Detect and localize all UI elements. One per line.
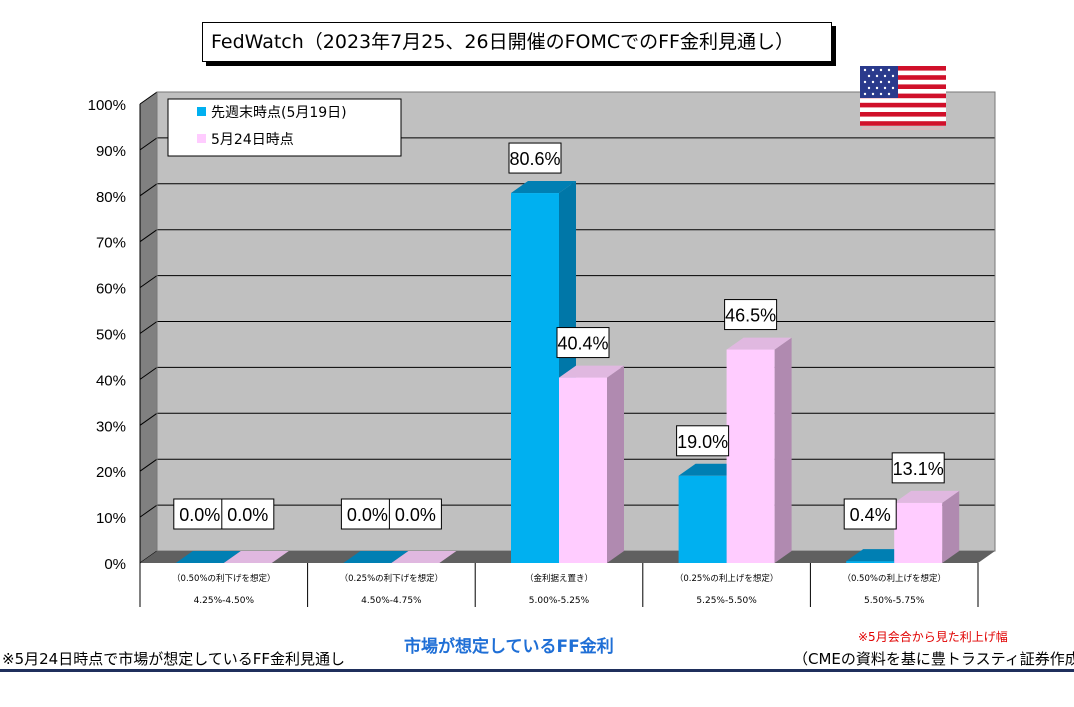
y-tick-label: 0% [104, 556, 126, 573]
bar [894, 502, 943, 563]
bar-side [607, 365, 624, 563]
legend-swatch [197, 134, 206, 143]
y-tick-label: 50% [96, 327, 126, 344]
category-description: （0.25%の利上げを想定） [675, 573, 779, 584]
category-description: （0.50%の利下げを想定） [172, 573, 276, 584]
legend-swatch [197, 107, 206, 116]
data-label: 13.1% [893, 459, 944, 479]
legend-label: 5月24日時点 [211, 132, 294, 148]
gridline-side [139, 229, 158, 243]
note-source: （CMEの資料を基に豊トラスティ証券作成） [793, 650, 1074, 668]
chart-title: FedWatch（2023年7月25、26日開催のFOMCでのFF金利見通し） [211, 31, 794, 53]
y-tick-label: 90% [96, 143, 126, 160]
bar-top [343, 551, 409, 563]
data-label-box [173, 498, 227, 530]
bar-top [223, 551, 289, 563]
us-flag-icon [860, 66, 946, 130]
bottom-divider [0, 669, 1074, 672]
bar [846, 561, 895, 563]
bar [678, 475, 727, 563]
chart-title-box: FedWatch（2023年7月25、26日開催のFOMCでのFF金利見通し） [202, 22, 832, 62]
bar-top [726, 337, 792, 350]
bar-top [175, 551, 241, 563]
data-label-box [508, 142, 562, 174]
gridline-side [139, 275, 158, 289]
data-label: 0.0% [347, 505, 388, 525]
data-label: 46.5% [725, 306, 776, 326]
bar [559, 377, 607, 563]
data-label-box [556, 327, 610, 359]
category-range: 5.25%-5.50% [696, 596, 757, 606]
legend-label: 先週末時点(5月19日) [211, 105, 347, 121]
category-description: （金利据え置き） [525, 573, 593, 584]
category-description: （0.50%の利上げを想定） [842, 573, 946, 584]
category-description: （0.25%の利下げを想定） [340, 573, 444, 584]
data-label-box [388, 498, 442, 530]
bar-side [942, 490, 960, 563]
data-label-box [221, 498, 275, 530]
x-axis-title: 市場が想定しているFF金利 [404, 637, 614, 657]
gridline-side [139, 321, 158, 334]
gridline-side [139, 458, 158, 472]
gridline-side [139, 504, 158, 518]
gridline-side [139, 183, 158, 197]
y-tick-label: 60% [96, 281, 126, 298]
data-label: 80.6% [509, 149, 560, 169]
bar-top [559, 365, 624, 378]
gridline-side [139, 91, 158, 105]
data-label: 0.0% [179, 505, 220, 525]
y-tick-label: 100% [88, 97, 126, 114]
category-range: 5.00%-5.25% [529, 596, 590, 606]
legend-box [167, 98, 402, 157]
data-label: 0.0% [395, 505, 436, 525]
gridline-side [139, 137, 158, 151]
gridline-side [139, 412, 158, 426]
y-tick-label: 80% [96, 189, 126, 206]
data-label: 40.4% [557, 334, 608, 354]
category-range: 4.25%-4.50% [194, 596, 255, 606]
bar-top [894, 490, 960, 503]
data-label-box [891, 452, 945, 484]
category-range: 4.50%-4.75% [361, 596, 422, 606]
bar-top [511, 181, 576, 194]
data-label: 19.0% [677, 432, 728, 452]
bar [511, 193, 559, 563]
gridline-side [139, 366, 158, 380]
note-red: ※5月会合から見た利上げ幅 [858, 630, 1008, 644]
data-label-box [724, 299, 778, 331]
y-tick-label: 40% [96, 372, 126, 389]
y-tick-label: 30% [96, 418, 126, 435]
y-tick-label: 10% [96, 510, 126, 527]
data-label-box [843, 498, 897, 530]
bar-side [774, 337, 792, 563]
y-tick-label: 70% [96, 235, 126, 252]
data-label-box [676, 425, 730, 457]
note-left: ※5月24日時点で市場が想定しているFF金利見通し [2, 650, 346, 668]
y-tick-label: 20% [96, 464, 126, 481]
bar [726, 349, 775, 563]
data-label: 0.0% [227, 505, 268, 525]
bar-top [391, 551, 457, 563]
data-label: 0.4% [850, 505, 891, 525]
category-range: 5.50%-5.75% [864, 596, 925, 606]
